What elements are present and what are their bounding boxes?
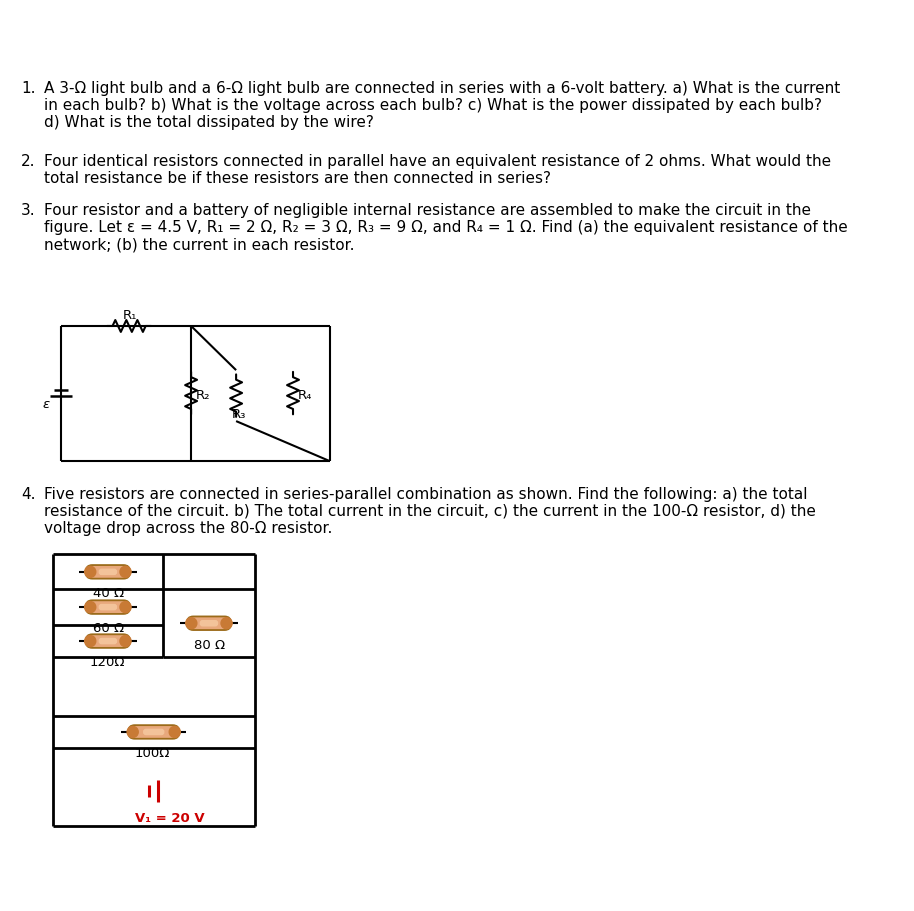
Text: 3.: 3. — [21, 203, 36, 218]
FancyBboxPatch shape — [99, 638, 117, 644]
Circle shape — [186, 618, 197, 629]
Text: R₁: R₁ — [122, 309, 137, 322]
Text: 40 Ω: 40 Ω — [92, 588, 123, 600]
Circle shape — [85, 636, 96, 647]
Text: R₂: R₂ — [196, 389, 210, 402]
Text: 120Ω: 120Ω — [90, 656, 124, 670]
FancyBboxPatch shape — [128, 725, 179, 739]
Text: Four resistor and a battery of negligible internal resistance are assembled to m: Four resistor and a battery of negligibl… — [44, 203, 848, 252]
FancyBboxPatch shape — [86, 600, 130, 614]
FancyBboxPatch shape — [99, 604, 117, 610]
Text: A 3-Ω light bulb and a 6-Ω light bulb are connected in series with a 6-volt batt: A 3-Ω light bulb and a 6-Ω light bulb ar… — [44, 80, 840, 130]
Circle shape — [85, 567, 96, 578]
FancyBboxPatch shape — [186, 617, 231, 630]
Text: ε: ε — [42, 398, 49, 411]
Circle shape — [169, 726, 180, 738]
FancyBboxPatch shape — [99, 568, 117, 575]
Circle shape — [120, 601, 131, 613]
Text: 80 Ω: 80 Ω — [194, 639, 225, 651]
Text: 60 Ω: 60 Ω — [92, 622, 123, 635]
FancyBboxPatch shape — [199, 620, 218, 627]
Text: 4.: 4. — [21, 486, 36, 501]
Circle shape — [120, 636, 131, 647]
Circle shape — [120, 567, 131, 578]
Text: R₃: R₃ — [232, 408, 246, 422]
Text: Five resistors are connected in series-parallel combination as shown. Find the f: Five resistors are connected in series-p… — [44, 486, 816, 537]
FancyBboxPatch shape — [143, 729, 165, 735]
Text: V₁ = 20 V: V₁ = 20 V — [135, 812, 205, 824]
Text: R₄: R₄ — [297, 389, 312, 402]
Circle shape — [85, 601, 96, 613]
Circle shape — [127, 726, 138, 738]
Text: 2.: 2. — [21, 154, 36, 169]
FancyBboxPatch shape — [86, 634, 130, 648]
Circle shape — [221, 618, 232, 629]
Text: Four identical resistors connected in parallel have an equivalent resistance of : Four identical resistors connected in pa… — [44, 154, 832, 186]
FancyBboxPatch shape — [86, 565, 130, 578]
Text: 1.: 1. — [21, 80, 36, 96]
Text: 100Ω: 100Ω — [135, 747, 170, 761]
